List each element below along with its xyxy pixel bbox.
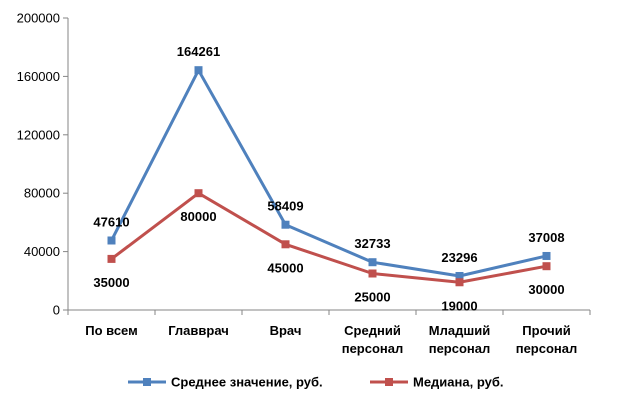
legend-entry-label: Среднее значение, руб. xyxy=(171,375,323,390)
series-1-data-label: 25000 xyxy=(354,290,390,305)
series-0-data-label: 32733 xyxy=(354,236,390,251)
series-0-point xyxy=(542,251,551,260)
y-tick-label: 200000 xyxy=(17,11,60,26)
series-1-point xyxy=(455,278,464,287)
series-1-data-label: 45000 xyxy=(267,260,303,275)
series-0-point xyxy=(368,258,377,267)
legend-entry-label: Медиана, руб. xyxy=(413,375,503,390)
x-tick-label: По всем xyxy=(85,323,137,338)
x-tick-label-line: персонал xyxy=(516,341,578,356)
series-1-data-label: 19000 xyxy=(441,298,477,313)
series-1-point xyxy=(542,262,551,271)
series-1-point xyxy=(194,189,203,198)
series-0-data-label: 37008 xyxy=(528,230,564,245)
x-tick-label: Прочий персонал xyxy=(516,323,578,356)
series-0-data-label: 23296 xyxy=(441,250,477,265)
series-0-point xyxy=(281,220,290,229)
x-tick-label-line: Врач xyxy=(270,323,302,338)
x-tick-label: Средний персонал xyxy=(342,323,404,356)
x-tick-label: Младший персонал xyxy=(429,323,491,356)
x-tick-label-line: Младший xyxy=(429,323,490,338)
series-0-data-label: 58409 xyxy=(267,199,303,214)
y-tick-label: 120000 xyxy=(17,127,60,142)
series-0-point xyxy=(455,271,464,280)
series-line-0 xyxy=(110,68,547,278)
series-0-point xyxy=(194,66,203,75)
series-1-data-label: 80000 xyxy=(180,209,216,224)
x-tick-label-line: персонал xyxy=(342,341,404,356)
series-1-point xyxy=(368,269,377,278)
axes-layer: 0 40000 80000 120000 160000 200000 По всем Глав… xyxy=(17,11,591,356)
x-tick-label: Главврач xyxy=(168,323,229,338)
series-1-point xyxy=(107,254,116,263)
x-tick-label-line: Средний xyxy=(344,323,401,338)
series-line-1 xyxy=(110,191,547,284)
series-layer xyxy=(107,66,551,287)
series-0-data-label: 47610 xyxy=(93,214,129,229)
y-tick-label: 0 xyxy=(53,303,60,318)
legend-marker-swatch xyxy=(143,378,151,386)
data-labels-layer: 47610 164261 58409 32733 23296 37008 35000 8000… xyxy=(93,44,564,313)
x-tick-label-line: По всем xyxy=(85,323,137,338)
series-1-point xyxy=(281,240,290,249)
series-0-data-label: 164261 xyxy=(177,44,220,59)
series-1-data-label: 35000 xyxy=(93,275,129,290)
x-tick-label-line: Главврач xyxy=(168,323,229,338)
series-1-data-label: 30000 xyxy=(528,282,564,297)
x-tick-label: Врач xyxy=(270,323,302,338)
legend: Среднее значение, руб. Медиана, руб. xyxy=(128,375,503,390)
x-tick-label-line: персонал xyxy=(429,341,491,356)
legend-marker-swatch xyxy=(385,378,393,386)
x-tick-label-line: Прочий xyxy=(522,323,570,338)
y-tick-label: 40000 xyxy=(24,244,60,259)
y-tick-label: 160000 xyxy=(17,69,60,84)
series-0-point xyxy=(107,236,116,245)
y-tick-label: 80000 xyxy=(24,186,60,201)
